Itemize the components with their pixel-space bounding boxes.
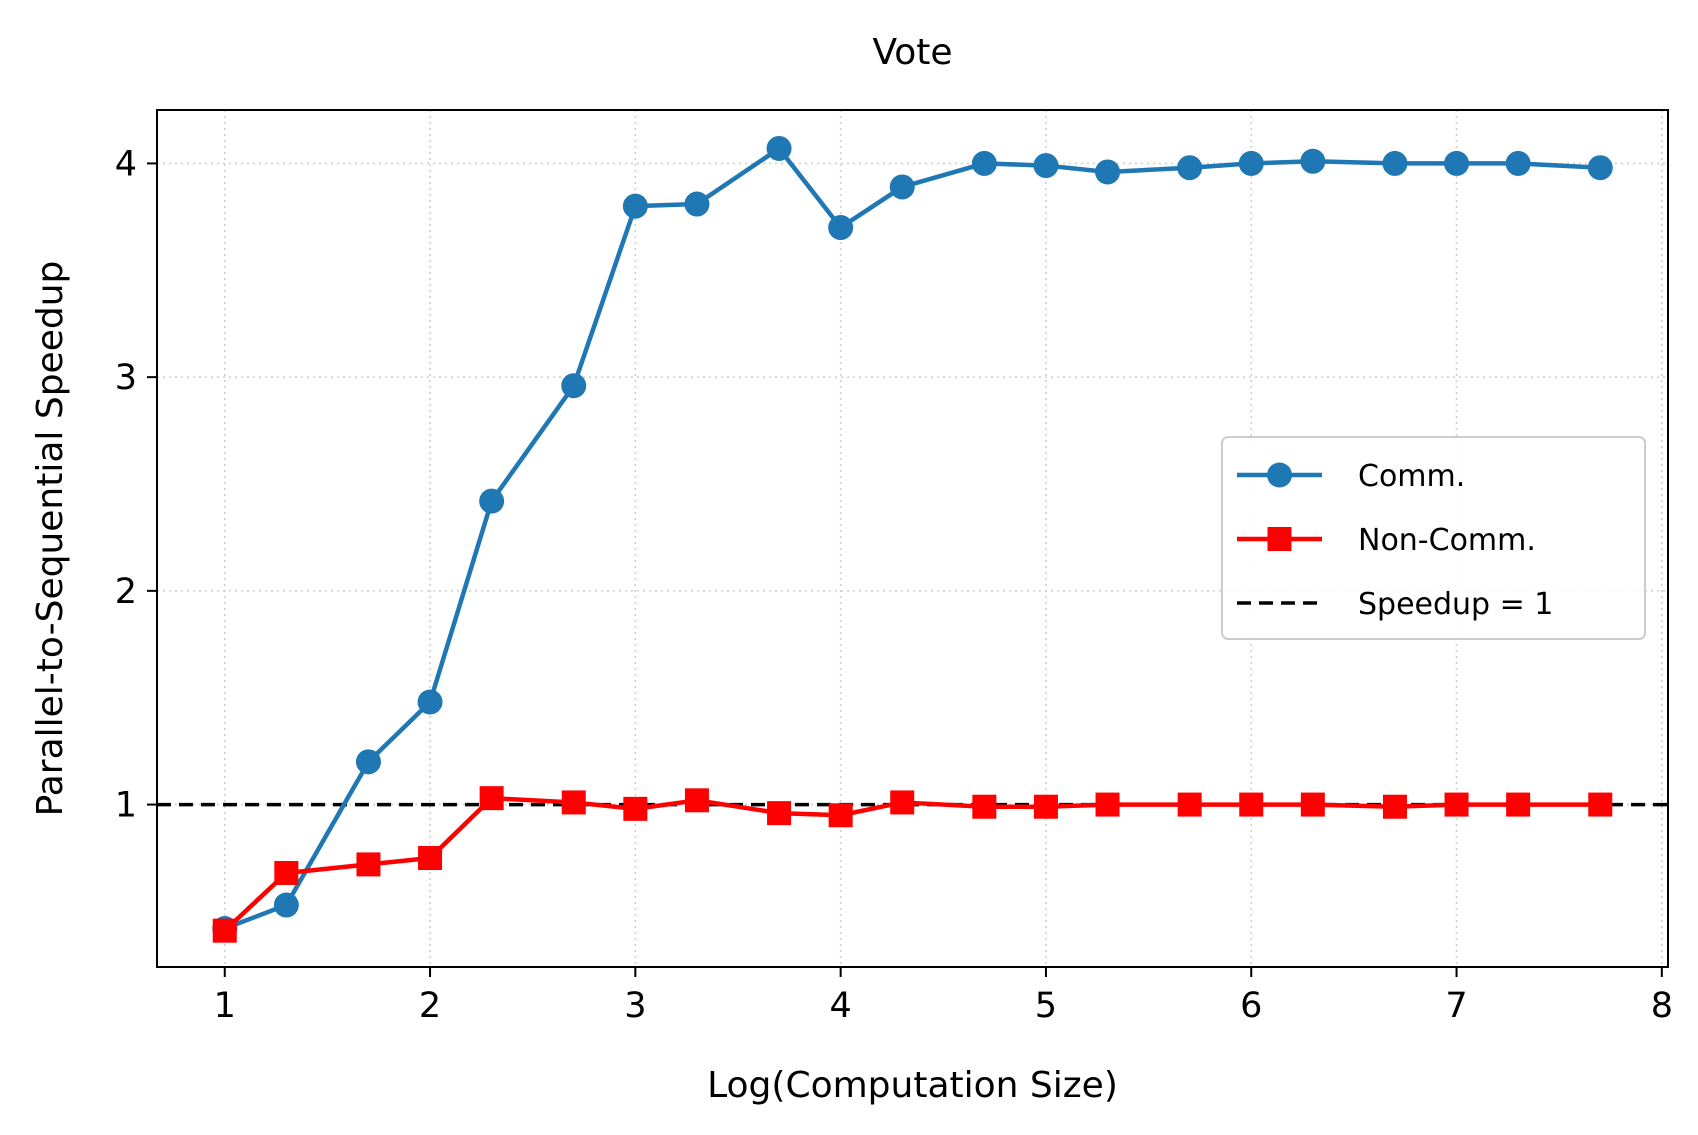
legend-marker bbox=[1267, 462, 1292, 488]
data-point bbox=[356, 852, 381, 877]
data-point bbox=[1382, 150, 1408, 176]
data-point bbox=[828, 215, 854, 241]
data-point bbox=[684, 788, 709, 813]
y-axis-label: Parallel-to-Sequential Speedup bbox=[30, 261, 71, 817]
series-group bbox=[212, 135, 1613, 943]
data-point bbox=[479, 786, 504, 811]
legend: Comm. Non-Comm. Speedup = 1 bbox=[1221, 436, 1646, 640]
data-point bbox=[1033, 153, 1059, 179]
data-point bbox=[1505, 150, 1531, 176]
plot-frame bbox=[156, 109, 1669, 968]
data-point bbox=[1033, 794, 1058, 819]
data-point bbox=[890, 790, 915, 815]
data-point bbox=[828, 803, 853, 828]
data-point bbox=[766, 135, 792, 161]
x-tick-label: 7 bbox=[1445, 986, 1467, 1026]
data-point bbox=[212, 918, 237, 943]
data-point bbox=[972, 794, 997, 819]
data-point bbox=[889, 174, 915, 200]
x-axis-label: Log(Computation Size) bbox=[707, 1065, 1118, 1106]
data-point bbox=[1095, 159, 1121, 185]
data-point bbox=[1300, 792, 1325, 817]
series-comm bbox=[212, 135, 1613, 942]
data-point bbox=[622, 193, 648, 219]
data-point bbox=[1239, 792, 1264, 817]
data-point bbox=[1300, 148, 1326, 174]
data-point bbox=[1588, 792, 1613, 817]
data-point bbox=[1444, 792, 1469, 817]
x-tick-label: 1 bbox=[214, 986, 236, 1026]
data-point bbox=[684, 191, 710, 217]
x-tick-label: 4 bbox=[830, 986, 852, 1026]
data-point bbox=[767, 801, 792, 826]
y-tick-label: 3 bbox=[115, 358, 137, 398]
data-point bbox=[418, 846, 443, 871]
data-point bbox=[1238, 150, 1264, 176]
data-point bbox=[971, 150, 997, 176]
x-tick-label: 5 bbox=[1035, 986, 1057, 1026]
data-point bbox=[1506, 792, 1531, 817]
data-point bbox=[479, 488, 505, 514]
data-point bbox=[417, 689, 443, 715]
data-point bbox=[274, 860, 299, 885]
x-tick-label: 6 bbox=[1240, 986, 1262, 1026]
y-tick-label: 4 bbox=[115, 144, 137, 184]
chart-title: Vote bbox=[872, 32, 952, 73]
ticks: 1 2 3 4 5 6 7 8 1 2 3 4 bbox=[115, 144, 1673, 1026]
data-point bbox=[355, 749, 381, 775]
legend-label: Speedup = 1 bbox=[1358, 587, 1553, 622]
data-point bbox=[561, 790, 586, 815]
x-tick-label: 2 bbox=[419, 986, 441, 1026]
data-point bbox=[561, 373, 587, 399]
data-point bbox=[1177, 155, 1203, 181]
x-tick-label: 8 bbox=[1651, 986, 1673, 1026]
data-point bbox=[1444, 150, 1470, 176]
data-point bbox=[623, 796, 648, 821]
data-point bbox=[1177, 792, 1202, 817]
legend-box bbox=[1221, 436, 1646, 640]
legend-label: Non-Comm. bbox=[1358, 523, 1536, 558]
legend-label: Comm. bbox=[1358, 459, 1465, 494]
series-non-comm bbox=[212, 786, 1613, 943]
x-tick-label: 3 bbox=[624, 986, 646, 1026]
data-point bbox=[1587, 155, 1613, 181]
data-point bbox=[273, 892, 299, 918]
y-tick-label: 1 bbox=[115, 786, 137, 826]
y-tick-label: 2 bbox=[115, 572, 137, 612]
data-point bbox=[1095, 792, 1120, 817]
data-point bbox=[1382, 794, 1407, 819]
legend-marker bbox=[1267, 527, 1292, 551]
